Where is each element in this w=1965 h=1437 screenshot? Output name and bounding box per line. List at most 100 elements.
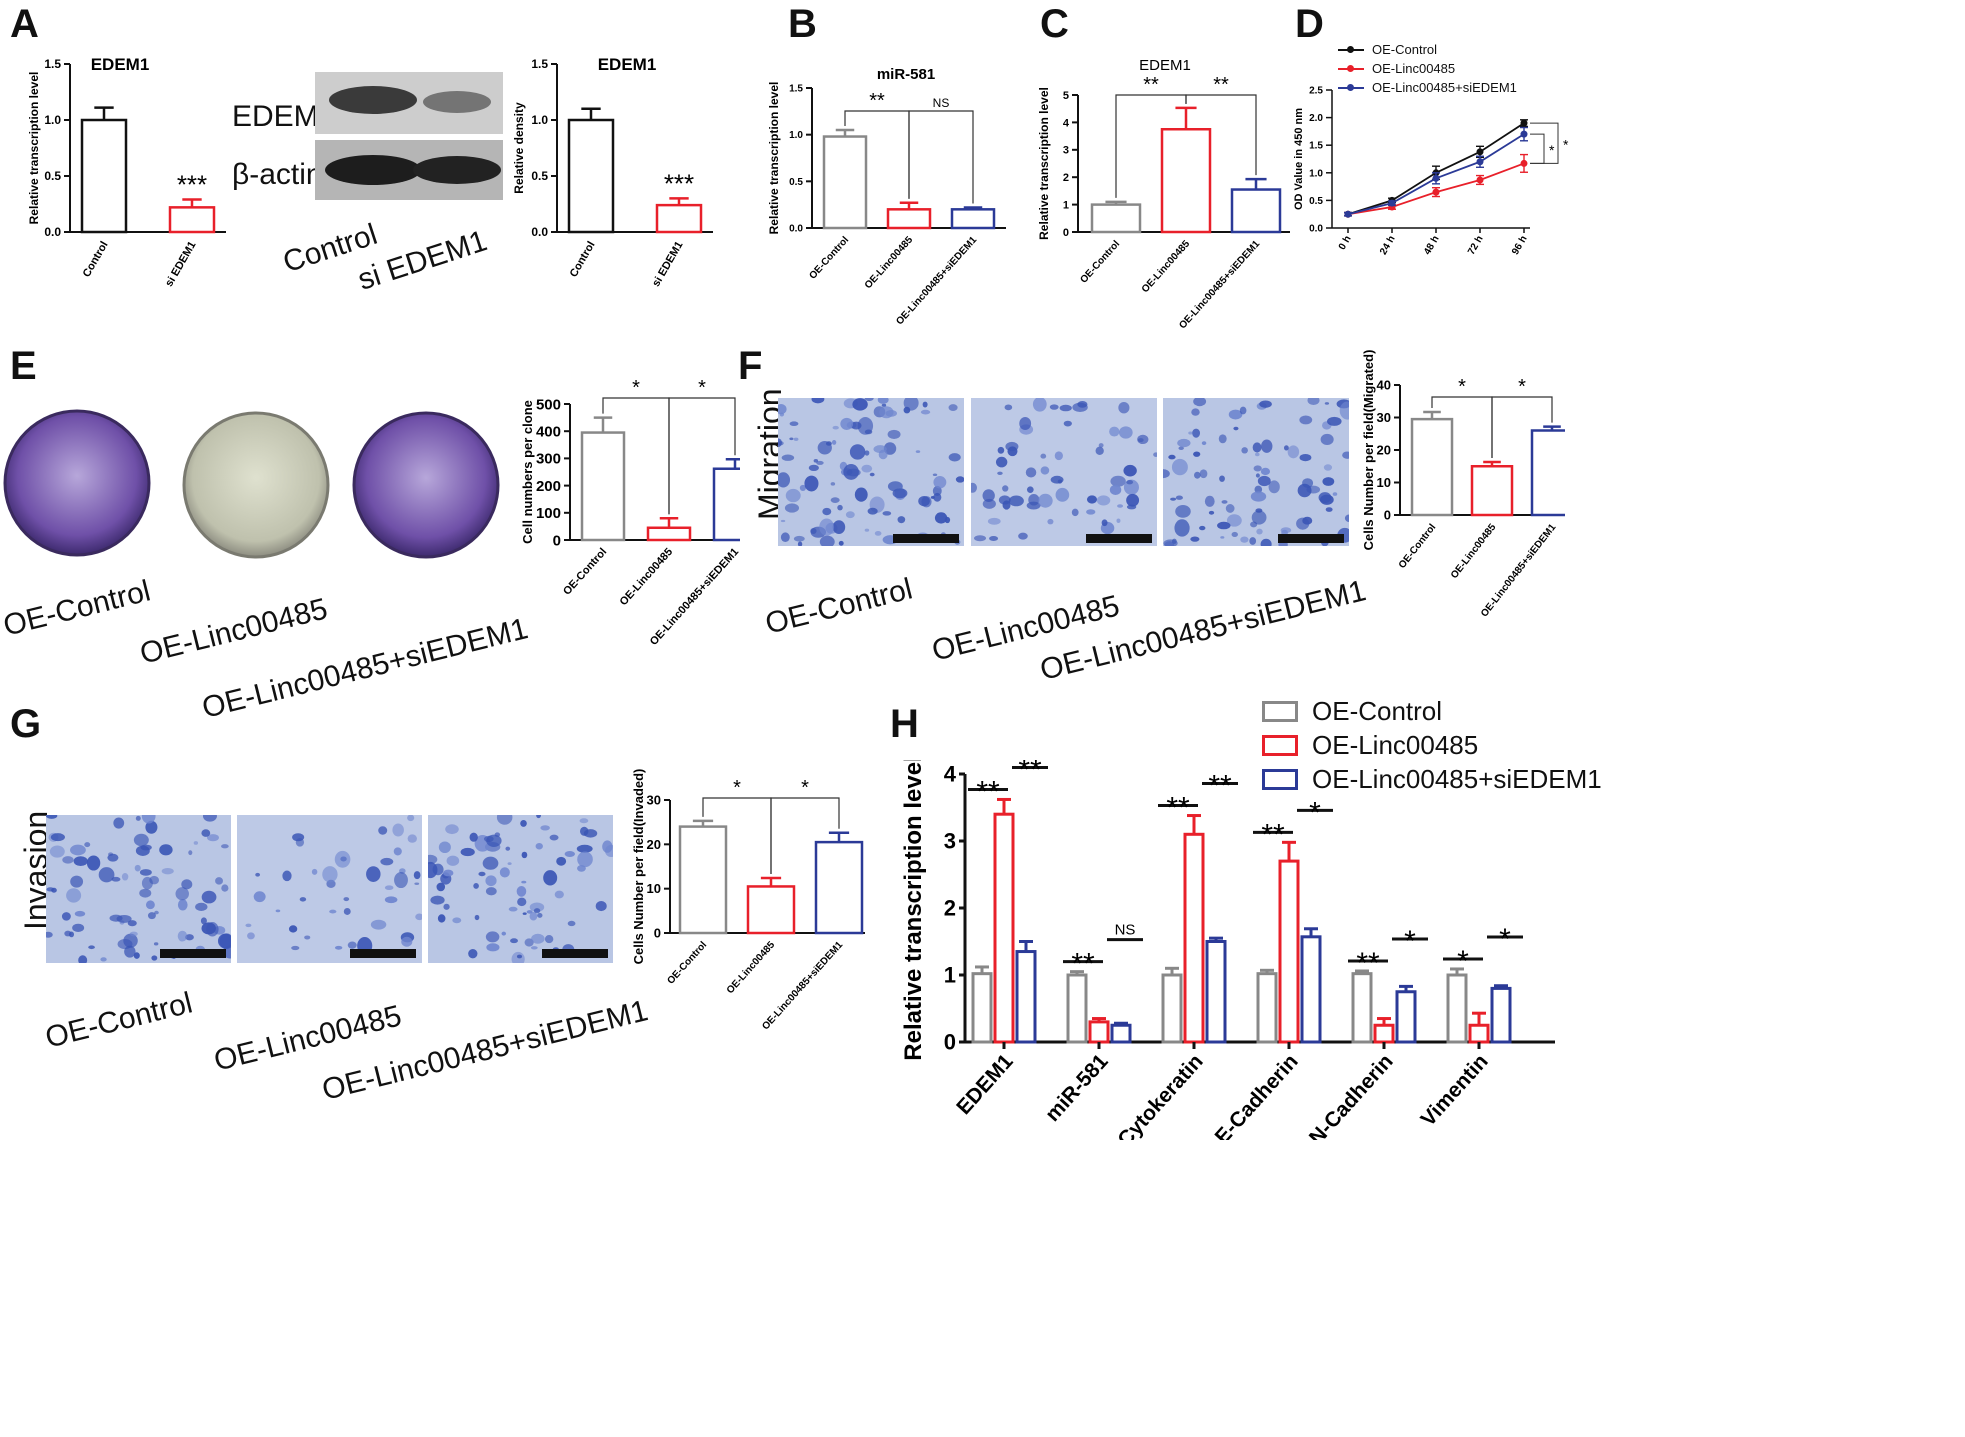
chart-g-bar [678, 825, 728, 935]
chart-d-sig-label: * [1563, 136, 1569, 152]
chart-g-y-axis-label: Cells Number per field(Invaded) [631, 769, 646, 965]
cell-blob [529, 902, 545, 912]
chart-g-sig-label: * [801, 777, 809, 799]
chart-h-bar [1183, 832, 1205, 1044]
cell-blob [1217, 521, 1231, 530]
f-photo-oe-control [778, 398, 964, 546]
chart-d-y-tick-label: 0.0 [1309, 224, 1323, 235]
chart-e-x-tick-label: OE-Linc00485 [618, 546, 676, 608]
cell-blob [1047, 518, 1054, 525]
cell-blob [1268, 480, 1280, 494]
chart-e-sig-label: * [698, 380, 706, 399]
chart-a2-y-tick-label: 1.5 [531, 57, 548, 71]
cell-blob [78, 955, 88, 963]
cell-blob [793, 535, 805, 542]
cell-blob [1332, 492, 1338, 496]
chart-d-x-tick-label: 48 h [1422, 234, 1442, 257]
chart-g-y-tick-label: 30 [647, 793, 661, 808]
cell-blob [817, 440, 832, 455]
cell-blob [460, 847, 475, 857]
cell-blob [1126, 493, 1140, 507]
chart-b-bar [886, 208, 932, 230]
cell-blob [304, 935, 311, 940]
cell-blob [1240, 536, 1249, 543]
dish-oe-control [5, 411, 149, 555]
cell-blob [478, 871, 486, 877]
cell-blob [127, 920, 137, 927]
h-legend-item-oe-linc00485-siedem1: OE-Linc00485+siEDEM1 [1262, 762, 1602, 796]
cell-blob [948, 453, 961, 462]
cell-blob [1171, 458, 1188, 476]
cell-blob [133, 833, 149, 847]
panel-label-f: F [738, 344, 763, 388]
cell-blob [1177, 438, 1191, 448]
cell-blob [1096, 495, 1111, 506]
cell-blob [1005, 441, 1019, 452]
cell-blob [1228, 409, 1243, 420]
chart-e-bar [646, 526, 692, 542]
panel-label-h: H [890, 702, 919, 746]
cell-blob [822, 507, 832, 516]
cell-blob [934, 512, 948, 524]
wb-band-edem1-image [329, 86, 491, 114]
chart-e-bar [580, 431, 626, 542]
chart-g-bar [746, 885, 796, 935]
cell-blob [971, 482, 977, 493]
cell-blob [1188, 431, 1193, 435]
wb-band-label-actin: β-actin [232, 158, 323, 191]
g-photo-oe-control-cells [46, 815, 231, 963]
cell-blob [485, 875, 497, 887]
cell-blob [1327, 416, 1342, 426]
cell-blob [595, 901, 607, 912]
chart-c: 0 1 2 3 4 5 Relative transcription level OE-Con… [1037, 57, 1290, 331]
chart-d-point [1344, 210, 1352, 218]
chart-e-y-tick-label: 500 [536, 396, 561, 413]
chart-h-bar [1278, 859, 1300, 1044]
chart-b-y-tick-label: 0.5 [789, 177, 803, 188]
chart-f-y-tick-label: 0 [1384, 508, 1391, 523]
chart-d-x-tick-label: 0 h [1337, 234, 1354, 252]
chart-h-y-tick-label: 2 [944, 896, 956, 921]
dish-rim-oe-linc00485-siedem1 [352, 411, 500, 559]
cell-blob [1025, 467, 1037, 478]
g-scale-bar-2 [350, 949, 416, 958]
h-legend-label-oe-control: OE-Control [1312, 695, 1443, 726]
chart-c-bar [1090, 203, 1142, 234]
chart-h-bar [993, 812, 1015, 1044]
cell-blob [135, 815, 141, 821]
d-legend-swatch-oe-control [1338, 45, 1364, 53]
cell-blob [200, 917, 207, 925]
cell-blob [922, 401, 928, 408]
cell-blob [282, 870, 292, 882]
chart-h-sig-label: * [1404, 925, 1416, 958]
chart-f-bar [1470, 465, 1514, 517]
chart-c-y-axis-label: Relative transcription level [1037, 87, 1051, 240]
cell-blob [1199, 525, 1206, 531]
chart-d-y-tick-label: 1.0 [1309, 168, 1323, 179]
cell-blob [134, 864, 141, 872]
chart-d-y-tick-label: 0.5 [1309, 196, 1323, 207]
cell-blob [415, 913, 422, 921]
cell-blob [521, 851, 528, 859]
chart-d: 0.0 0.5 1.0 1.5 2.0 2.5 OD Value in 450 nm 0 h 2… [1293, 86, 1569, 257]
chart-d-point [1476, 176, 1484, 184]
d-legend-label-oe-linc00485: OE-Linc00485 [1372, 61, 1456, 76]
chart-h-y-tick-label: 4 [944, 762, 957, 787]
cell-blob [1221, 500, 1228, 504]
cell-blob [247, 932, 255, 940]
cell-blob [486, 943, 500, 952]
chart-a2-bar [567, 118, 615, 234]
chart-h-sig-label: * [1499, 923, 1511, 956]
d-legend-item-oe-linc00485: OE-Linc00485 [1338, 59, 1517, 78]
d-legend-swatch-oe-linc00485 [1338, 64, 1364, 72]
cell-blob [116, 914, 132, 923]
cell-blob [123, 933, 138, 948]
g-scale-bar-3 [542, 949, 608, 958]
cell-blob [1008, 495, 1024, 507]
h-legend-label-oe-linc00485-siedem1: OE-Linc00485+siEDEM1 [1312, 763, 1602, 794]
cell-blob [1233, 426, 1239, 431]
cell-blob [299, 897, 307, 902]
cell-blob [579, 818, 589, 824]
cell-blob [1342, 451, 1349, 459]
